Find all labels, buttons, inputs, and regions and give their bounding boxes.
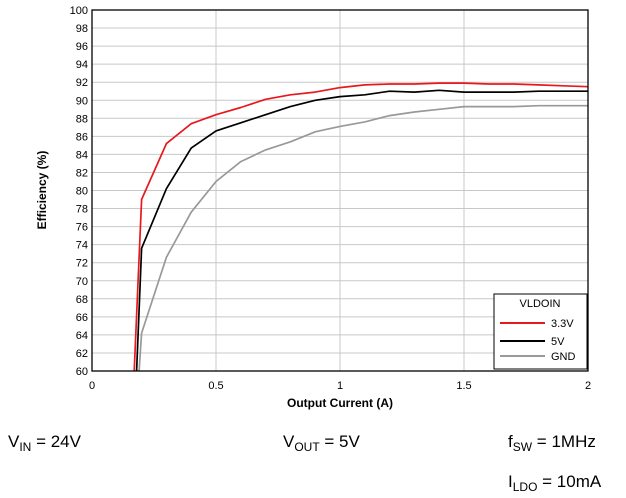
y-axis-title: Efficiency (%) [35, 151, 49, 230]
legend-label-3v3: 3.3V [551, 318, 574, 330]
y-tick-label: 76 [76, 222, 88, 234]
series-line-3-3v [133, 82, 589, 372]
condition-ildo: ILDO = 10mA [508, 472, 602, 494]
x-tick-label: 0 [89, 380, 95, 392]
y-tick-label: 84 [76, 149, 88, 161]
x-tick-label: 1 [337, 380, 343, 392]
legend: VLDOIN 3.3V 5V GND [493, 293, 588, 370]
plot-frame [91, 9, 589, 372]
y-tick-label: 92 [76, 77, 88, 89]
condition-vout: VOUT = 5V [283, 432, 360, 454]
y-tick-label: 98 [76, 23, 88, 35]
y-tick-label: 96 [76, 41, 88, 53]
x-tick-label: 0.5 [208, 380, 223, 392]
legend-label-gnd: GND [551, 351, 576, 363]
y-tick-label: 88 [76, 113, 88, 125]
y-tick-label: 64 [76, 330, 88, 342]
y-tick-label: 78 [76, 204, 88, 216]
y-tick-label: 72 [76, 258, 88, 270]
y-tick-label: 62 [76, 348, 88, 360]
legend-title: VLDOIN [520, 298, 561, 310]
series-line-5v [135, 89, 588, 372]
y-tick-label: 86 [76, 131, 88, 143]
efficiency-chart: 60 62 64 66 68 70 72 74 76 78 80 82 84 86 88 90 92 94 96 98… [35, 5, 591, 410]
grid-lines [92, 10, 588, 371]
x-tick-label: 1.5 [456, 380, 471, 392]
y-tick-labels: 60 62 64 66 68 70 72 74 76 78 80 82 84 86 88 90 92 94 96 98… [70, 5, 88, 378]
y-tick-label: 90 [76, 95, 88, 107]
y-tick-label: 60 [76, 366, 88, 378]
x-axis-title: Output Current (A) [287, 396, 393, 410]
y-tick-label: 68 [76, 294, 88, 306]
y-tick-label: 94 [76, 59, 88, 71]
y-tick-label: 66 [76, 312, 88, 324]
series-lines [133, 82, 589, 372]
x-tick-labels: 0 0.5 1 1.5 2 [89, 380, 591, 392]
y-tick-label: 70 [76, 276, 88, 288]
series-line-gnd [138, 104, 588, 372]
y-tick-label: 82 [76, 167, 88, 179]
x-tick-label: 2 [585, 380, 591, 392]
y-tick-label: 100 [70, 5, 88, 17]
condition-fsw: fSW = 1MHz [508, 432, 596, 454]
legend-label-5v: 5V [551, 336, 565, 348]
condition-vin: VIN = 24V [8, 432, 81, 454]
y-tick-label: 80 [76, 186, 88, 198]
y-tick-label: 74 [76, 240, 88, 252]
